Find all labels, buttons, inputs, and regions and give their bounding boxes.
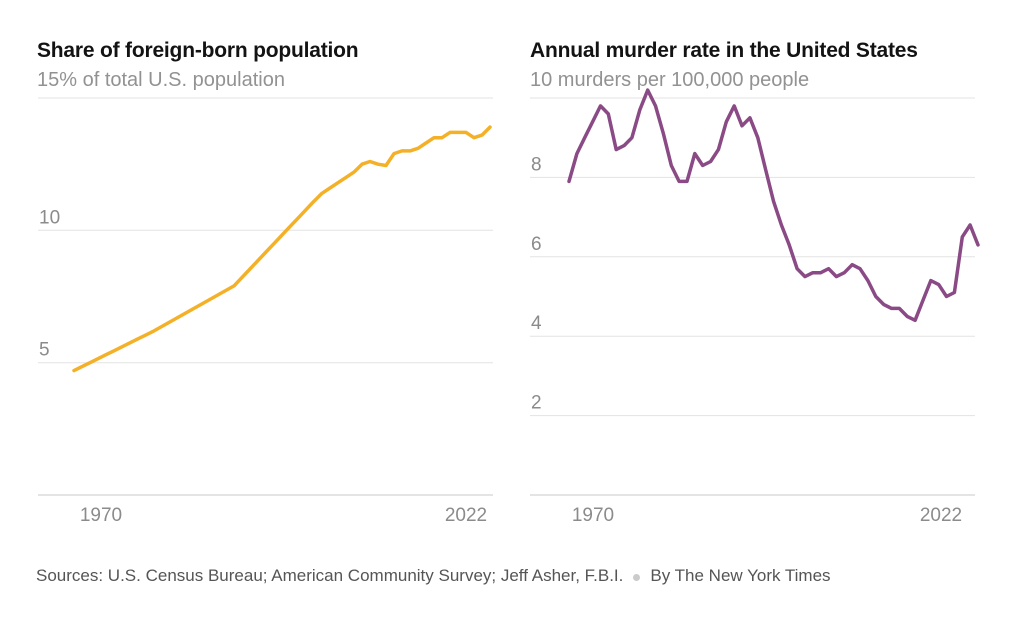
separator-dot-icon <box>633 573 641 581</box>
y-axis-label: 5 <box>39 340 50 361</box>
x-axis-label: 2022 <box>445 505 487 526</box>
y-axis-label: 6 <box>531 234 542 255</box>
x-axis-label: 1970 <box>80 505 122 526</box>
murder-rate-line <box>567 88 980 323</box>
right-chart-title: Annual murder rate in the United States <box>530 39 918 62</box>
murder-rate-plot: 2 4 6 8 1970 2022 <box>530 88 980 526</box>
y-axis-label: 10 <box>39 207 60 228</box>
byline: By The New York Times <box>650 566 831 585</box>
footer: Sources: U.S. Census Bureau; American Co… <box>36 566 831 586</box>
sources-note: Sources: U.S. Census Bureau; American Co… <box>36 566 624 585</box>
y-axis-label: 4 <box>531 313 542 334</box>
x-axis-label: 2022 <box>920 505 962 526</box>
right-chart-subtitle: 10 murders per 100,000 people <box>530 69 810 91</box>
foreign-born-share-line <box>72 125 492 373</box>
y-axis-label: 8 <box>531 154 542 175</box>
left-chart-subtitle: 15% of total U.S. population <box>37 69 285 91</box>
left-chart-title: Share of foreign-born population <box>37 39 359 62</box>
x-axis-label: 1970 <box>572 505 614 526</box>
y-axis-label: 2 <box>531 393 542 414</box>
foreign-born-share-plot: 5 10 1970 2022 <box>38 97 493 526</box>
